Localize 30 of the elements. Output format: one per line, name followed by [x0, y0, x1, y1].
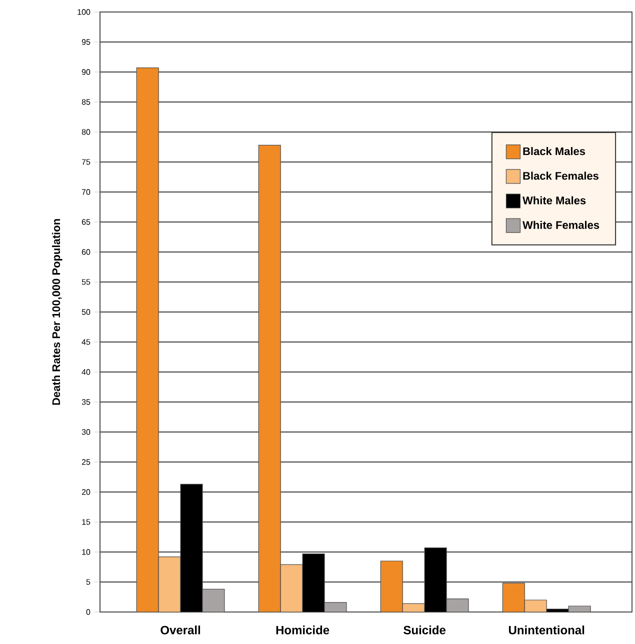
y-tick-label: 25	[82, 459, 90, 465]
x-tick-label: Overall	[160, 626, 200, 634]
y-tick-label: 100	[78, 9, 90, 15]
y-tick-label: 70	[82, 189, 90, 195]
y-tick-label: 5	[86, 579, 90, 585]
y-tick-label: 50	[82, 309, 90, 315]
y-tick-label: 10	[82, 549, 90, 555]
legend-label: Black Females	[523, 172, 598, 180]
y-tick-label: 35	[82, 399, 90, 405]
y-tick-label: 30	[82, 429, 90, 435]
legend-label: White Males	[522, 196, 586, 204]
y-tick-label: 85	[82, 99, 90, 105]
x-tick-label: Homicide	[276, 626, 330, 634]
x-tick-label: Suicide	[404, 626, 446, 634]
y-tick-label: 20	[82, 489, 90, 495]
y-tick-label: 65	[82, 219, 90, 225]
x-tick-label: Unintentional	[508, 626, 584, 634]
y-tick-label: 80	[82, 129, 90, 135]
y-tick-label: 0	[86, 609, 90, 615]
y-tick-label: 60	[82, 249, 90, 255]
legend-label: Black Males	[523, 147, 586, 156]
y-tick-label: 45	[82, 339, 90, 345]
y-tick-label: 90	[82, 69, 90, 75]
y-tick-label: 40	[82, 369, 90, 375]
y-tick-label: 15	[82, 519, 90, 525]
y-tick-label: 55	[82, 279, 90, 285]
y-tick-label: 75	[82, 159, 90, 165]
legend-label: White Females	[522, 220, 600, 229]
y-tick-label: 95	[82, 39, 90, 45]
y-axis-title: Death Rates Per 100,000 Population	[52, 219, 62, 405]
